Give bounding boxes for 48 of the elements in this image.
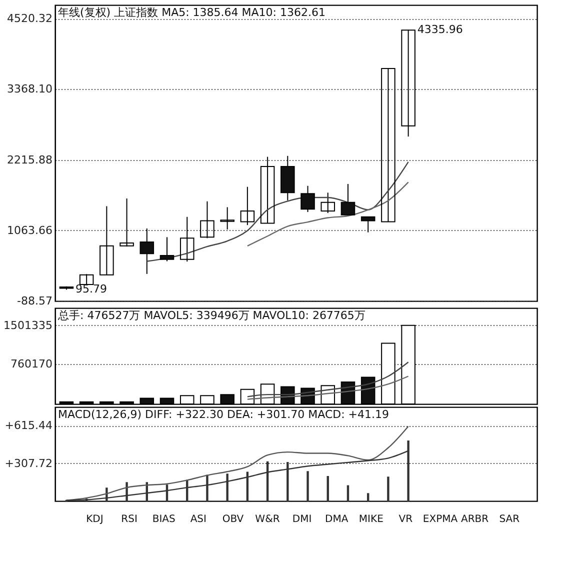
candlestick <box>79 274 94 286</box>
candlestick <box>160 236 174 262</box>
text: MIKE <box>358 514 384 525</box>
candlestick <box>401 29 416 138</box>
candlestick <box>200 200 214 239</box>
line-series <box>246 182 409 247</box>
chart-title: 总手: 476527万 MAVOL5: 339496万 MAVOL10: 267765万 <box>57 309 366 322</box>
candlestick <box>340 183 356 216</box>
text: DMA <box>325 514 348 525</box>
text: EXPMA <box>422 514 458 525</box>
candlestick <box>140 228 154 274</box>
y-tick-label: 1501335 <box>4 318 52 332</box>
candlestick <box>320 192 336 214</box>
y-tick-label: 760170 <box>10 358 52 371</box>
text: W&R <box>255 514 280 525</box>
y-tick-label: +615.44 <box>4 419 52 432</box>
text: RSI <box>121 514 138 525</box>
annotation: 4335.96 <box>417 22 463 36</box>
text: ASI <box>190 514 206 525</box>
text: OBV <box>222 514 244 525</box>
y-tick-label: 4520.32 <box>7 12 52 26</box>
y-tick-label: 2215.88 <box>7 153 52 166</box>
text: VR <box>398 514 413 525</box>
candlestick <box>381 68 396 222</box>
y-tick-label: -88.57 <box>17 294 52 308</box>
chart-title: MACD(12,26,9) DIFF: +322.30 DEA: +301.70 MACD: +41.19 <box>58 408 389 421</box>
y-tick-label: +307.72 <box>4 456 52 470</box>
annotation: 95.79 <box>76 282 108 296</box>
line-series <box>246 376 409 400</box>
text: SAR <box>499 514 520 525</box>
candlestick <box>260 156 275 224</box>
line-series <box>146 161 409 262</box>
text: BIAS <box>152 514 176 525</box>
candlestick <box>120 198 134 248</box>
line-series <box>246 362 409 398</box>
candlestick <box>100 206 114 276</box>
text: DMI <box>292 514 312 525</box>
chart-title: 年线(复权) 上证指数 MA5: 1385.64 MA10: 1362.61 <box>58 6 326 19</box>
candlestick <box>360 216 376 233</box>
candlestick <box>240 186 255 226</box>
candlestick <box>300 185 315 213</box>
text: ARBR <box>461 514 489 525</box>
y-tick-label: 1063.66 <box>7 224 52 237</box>
text: KDJ <box>86 514 104 525</box>
line-series <box>66 426 409 501</box>
candlestick <box>220 206 234 230</box>
y-tick-label: 3368.10 <box>7 82 52 96</box>
candlestick <box>180 216 194 262</box>
